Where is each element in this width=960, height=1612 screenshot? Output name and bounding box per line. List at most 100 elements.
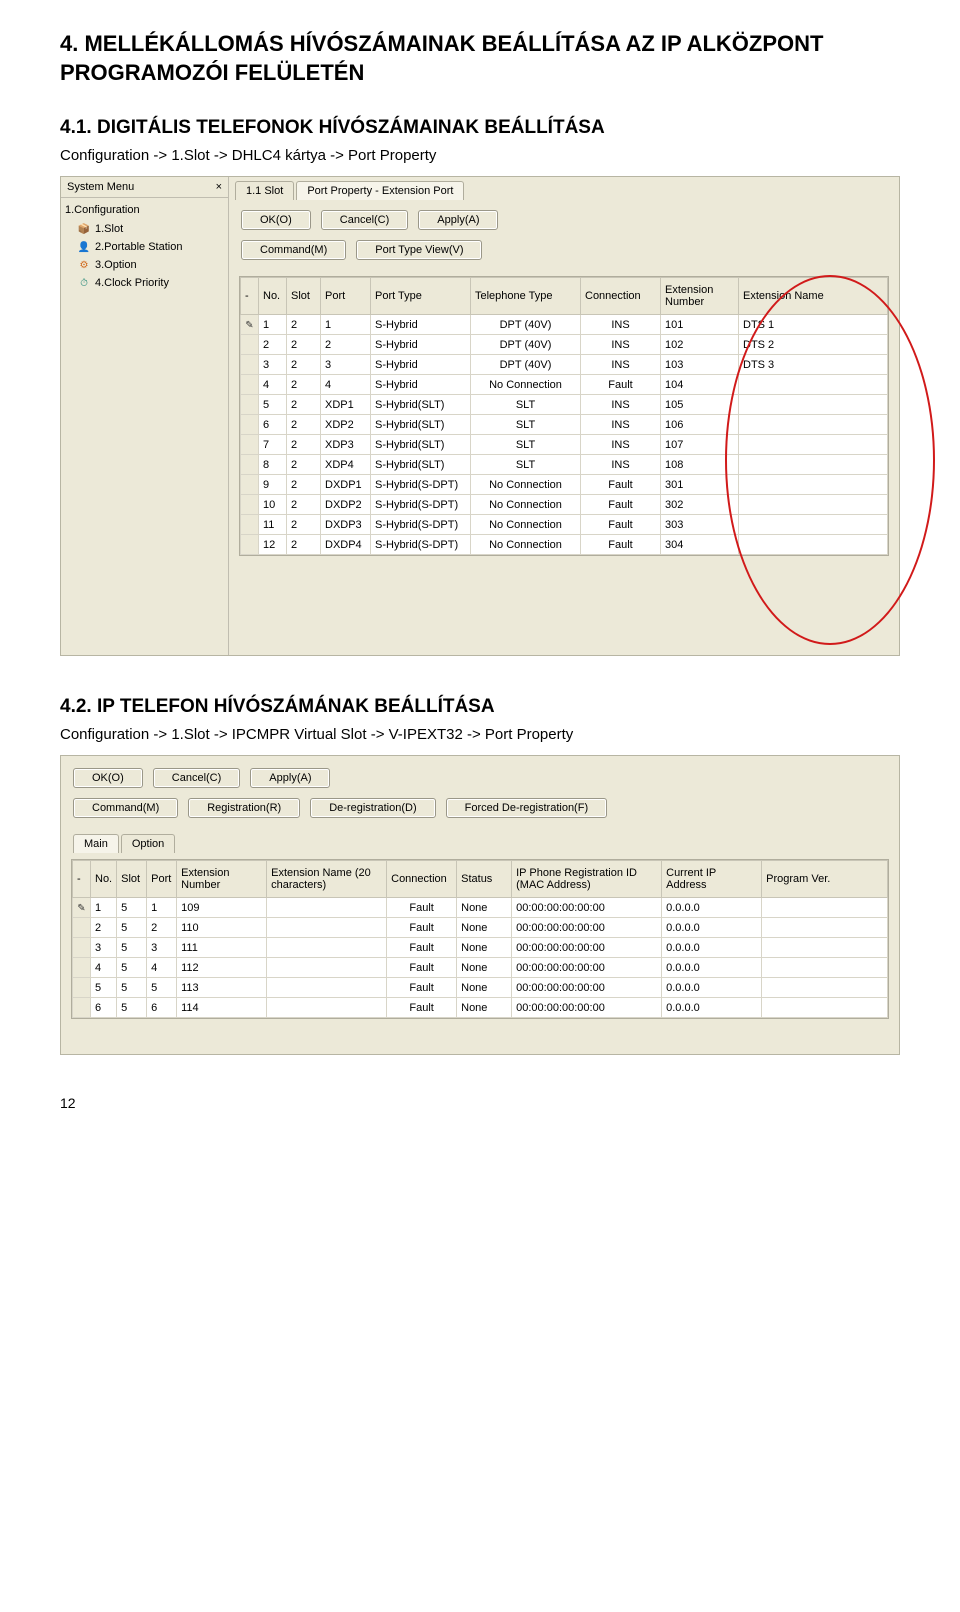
row-selector[interactable]: [241, 355, 259, 375]
cell-extension-name[interactable]: [267, 958, 387, 978]
action-button[interactable]: Cancel(C): [321, 210, 409, 230]
tree-item[interactable]: ⚙3.Option: [65, 256, 224, 274]
cell-extension-number[interactable]: 112: [177, 958, 267, 978]
cell-extension-number[interactable]: 107: [661, 435, 739, 455]
column-header[interactable]: Connection: [387, 861, 457, 898]
command-button[interactable]: Port Type View(V): [356, 240, 482, 260]
table-row[interactable]: 555113FaultNone00:00:00:00:00:000.0.0.0: [73, 978, 888, 998]
column-header[interactable]: IP Phone Registration ID (MAC Address): [512, 861, 662, 898]
action-button[interactable]: OK(O): [241, 210, 311, 230]
column-header[interactable]: Port: [147, 861, 177, 898]
cell-extension-name[interactable]: [739, 475, 888, 495]
cell-extension-number[interactable]: 109: [177, 898, 267, 918]
row-selector[interactable]: [73, 938, 91, 958]
column-header[interactable]: Port Type: [371, 278, 471, 315]
cell-extension-number[interactable]: 114: [177, 998, 267, 1018]
table-row[interactable]: 222S-HybridDPT (40V)INS102DTS 2: [241, 335, 888, 355]
column-header[interactable]: -: [73, 861, 91, 898]
cell-extension-number[interactable]: 108: [661, 455, 739, 475]
row-selector[interactable]: ✎: [241, 315, 259, 335]
column-header[interactable]: No.: [91, 861, 117, 898]
cell-extension-name[interactable]: [267, 978, 387, 998]
cell-extension-number[interactable]: 102: [661, 335, 739, 355]
cell-connection[interactable]: INS: [581, 335, 661, 355]
column-header[interactable]: Status: [457, 861, 512, 898]
row-selector[interactable]: [241, 515, 259, 535]
table-row[interactable]: 424S-HybridNo ConnectionFault104: [241, 375, 888, 395]
tree-item[interactable]: 👤2.Portable Station: [65, 238, 224, 256]
cell-connection[interactable]: INS: [581, 435, 661, 455]
tree-item[interactable]: ⏱4.Clock Priority: [65, 274, 224, 292]
column-header[interactable]: Extension Number: [661, 278, 739, 315]
table-row[interactable]: 102DXDP2S-Hybrid(S-DPT)No ConnectionFaul…: [241, 495, 888, 515]
column-header[interactable]: Program Ver.: [762, 861, 888, 898]
cell-extension-name[interactable]: DTS 2: [739, 335, 888, 355]
table-row[interactable]: 252110FaultNone00:00:00:00:00:000.0.0.0: [73, 918, 888, 938]
action-button[interactable]: OK(O): [73, 768, 143, 788]
cell-extension-number[interactable]: 304: [661, 535, 739, 555]
cell-connection[interactable]: Fault: [581, 515, 661, 535]
table-row[interactable]: 353111FaultNone00:00:00:00:00:000.0.0.0: [73, 938, 888, 958]
row-selector[interactable]: [73, 918, 91, 938]
row-selector[interactable]: [73, 958, 91, 978]
column-header[interactable]: -: [241, 278, 259, 315]
cell-extension-name[interactable]: [739, 515, 888, 535]
column-header[interactable]: No.: [259, 278, 287, 315]
cell-extension-name[interactable]: [739, 395, 888, 415]
cell-extension-number[interactable]: 301: [661, 475, 739, 495]
cell-extension-name[interactable]: [739, 495, 888, 515]
column-header[interactable]: Slot: [117, 861, 147, 898]
cell-connection[interactable]: INS: [581, 315, 661, 335]
command-button[interactable]: Command(M): [241, 240, 346, 260]
cell-extension-name[interactable]: [739, 455, 888, 475]
column-header[interactable]: Current IP Address: [662, 861, 762, 898]
row-selector[interactable]: [241, 415, 259, 435]
cell-extension-name[interactable]: [739, 435, 888, 455]
cell-connection[interactable]: Fault: [387, 978, 457, 998]
cell-connection[interactable]: Fault: [581, 495, 661, 515]
cell-extension-name[interactable]: [739, 535, 888, 555]
tab-option[interactable]: Option: [121, 834, 175, 853]
table-row[interactable]: ✎151109FaultNone00:00:00:00:00:000.0.0.0: [73, 898, 888, 918]
row-selector[interactable]: [241, 495, 259, 515]
row-selector[interactable]: [241, 475, 259, 495]
action-button[interactable]: Apply(A): [418, 210, 498, 230]
cell-connection[interactable]: Fault: [387, 998, 457, 1018]
registration-button[interactable]: Forced De-registration(F): [446, 798, 607, 818]
cell-extension-name[interactable]: [267, 998, 387, 1018]
table-row[interactable]: 656114FaultNone00:00:00:00:00:000.0.0.0: [73, 998, 888, 1018]
cell-connection[interactable]: Fault: [387, 918, 457, 938]
cell-extension-number[interactable]: 303: [661, 515, 739, 535]
row-selector[interactable]: [241, 535, 259, 555]
tab-port-property[interactable]: Port Property - Extension Port: [296, 181, 464, 200]
action-button[interactable]: Cancel(C): [153, 768, 241, 788]
cell-connection[interactable]: INS: [581, 415, 661, 435]
column-header[interactable]: Telephone Type: [471, 278, 581, 315]
row-selector[interactable]: ✎: [73, 898, 91, 918]
cell-connection[interactable]: Fault: [387, 898, 457, 918]
column-header[interactable]: Connection: [581, 278, 661, 315]
row-selector[interactable]: [241, 395, 259, 415]
cell-extension-name[interactable]: [739, 415, 888, 435]
table-row[interactable]: 323S-HybridDPT (40V)INS103DTS 3: [241, 355, 888, 375]
cell-extension-number[interactable]: 111: [177, 938, 267, 958]
registration-button[interactable]: De-registration(D): [310, 798, 435, 818]
tab-slot[interactable]: 1.1 Slot: [235, 181, 294, 200]
cell-connection[interactable]: Fault: [387, 958, 457, 978]
tree-root[interactable]: 1.Configuration: [65, 204, 224, 216]
column-header[interactable]: Extension Name (20 characters): [267, 861, 387, 898]
row-selector[interactable]: [73, 998, 91, 1018]
cell-extension-name[interactable]: [739, 375, 888, 395]
cell-extension-number[interactable]: 106: [661, 415, 739, 435]
cell-connection[interactable]: Fault: [581, 535, 661, 555]
cell-connection[interactable]: INS: [581, 355, 661, 375]
column-header[interactable]: Extension Name: [739, 278, 888, 315]
registration-button[interactable]: Command(M): [73, 798, 178, 818]
table-row[interactable]: 112DXDP3S-Hybrid(S-DPT)No ConnectionFaul…: [241, 515, 888, 535]
row-selector[interactable]: [73, 978, 91, 998]
row-selector[interactable]: [241, 435, 259, 455]
cell-extension-number[interactable]: 104: [661, 375, 739, 395]
table-row[interactable]: 122DXDP4S-Hybrid(S-DPT)No ConnectionFaul…: [241, 535, 888, 555]
table-row[interactable]: 82XDP4S-Hybrid(SLT)SLTINS108: [241, 455, 888, 475]
table-row[interactable]: ✎121S-HybridDPT (40V)INS101DTS 1: [241, 315, 888, 335]
